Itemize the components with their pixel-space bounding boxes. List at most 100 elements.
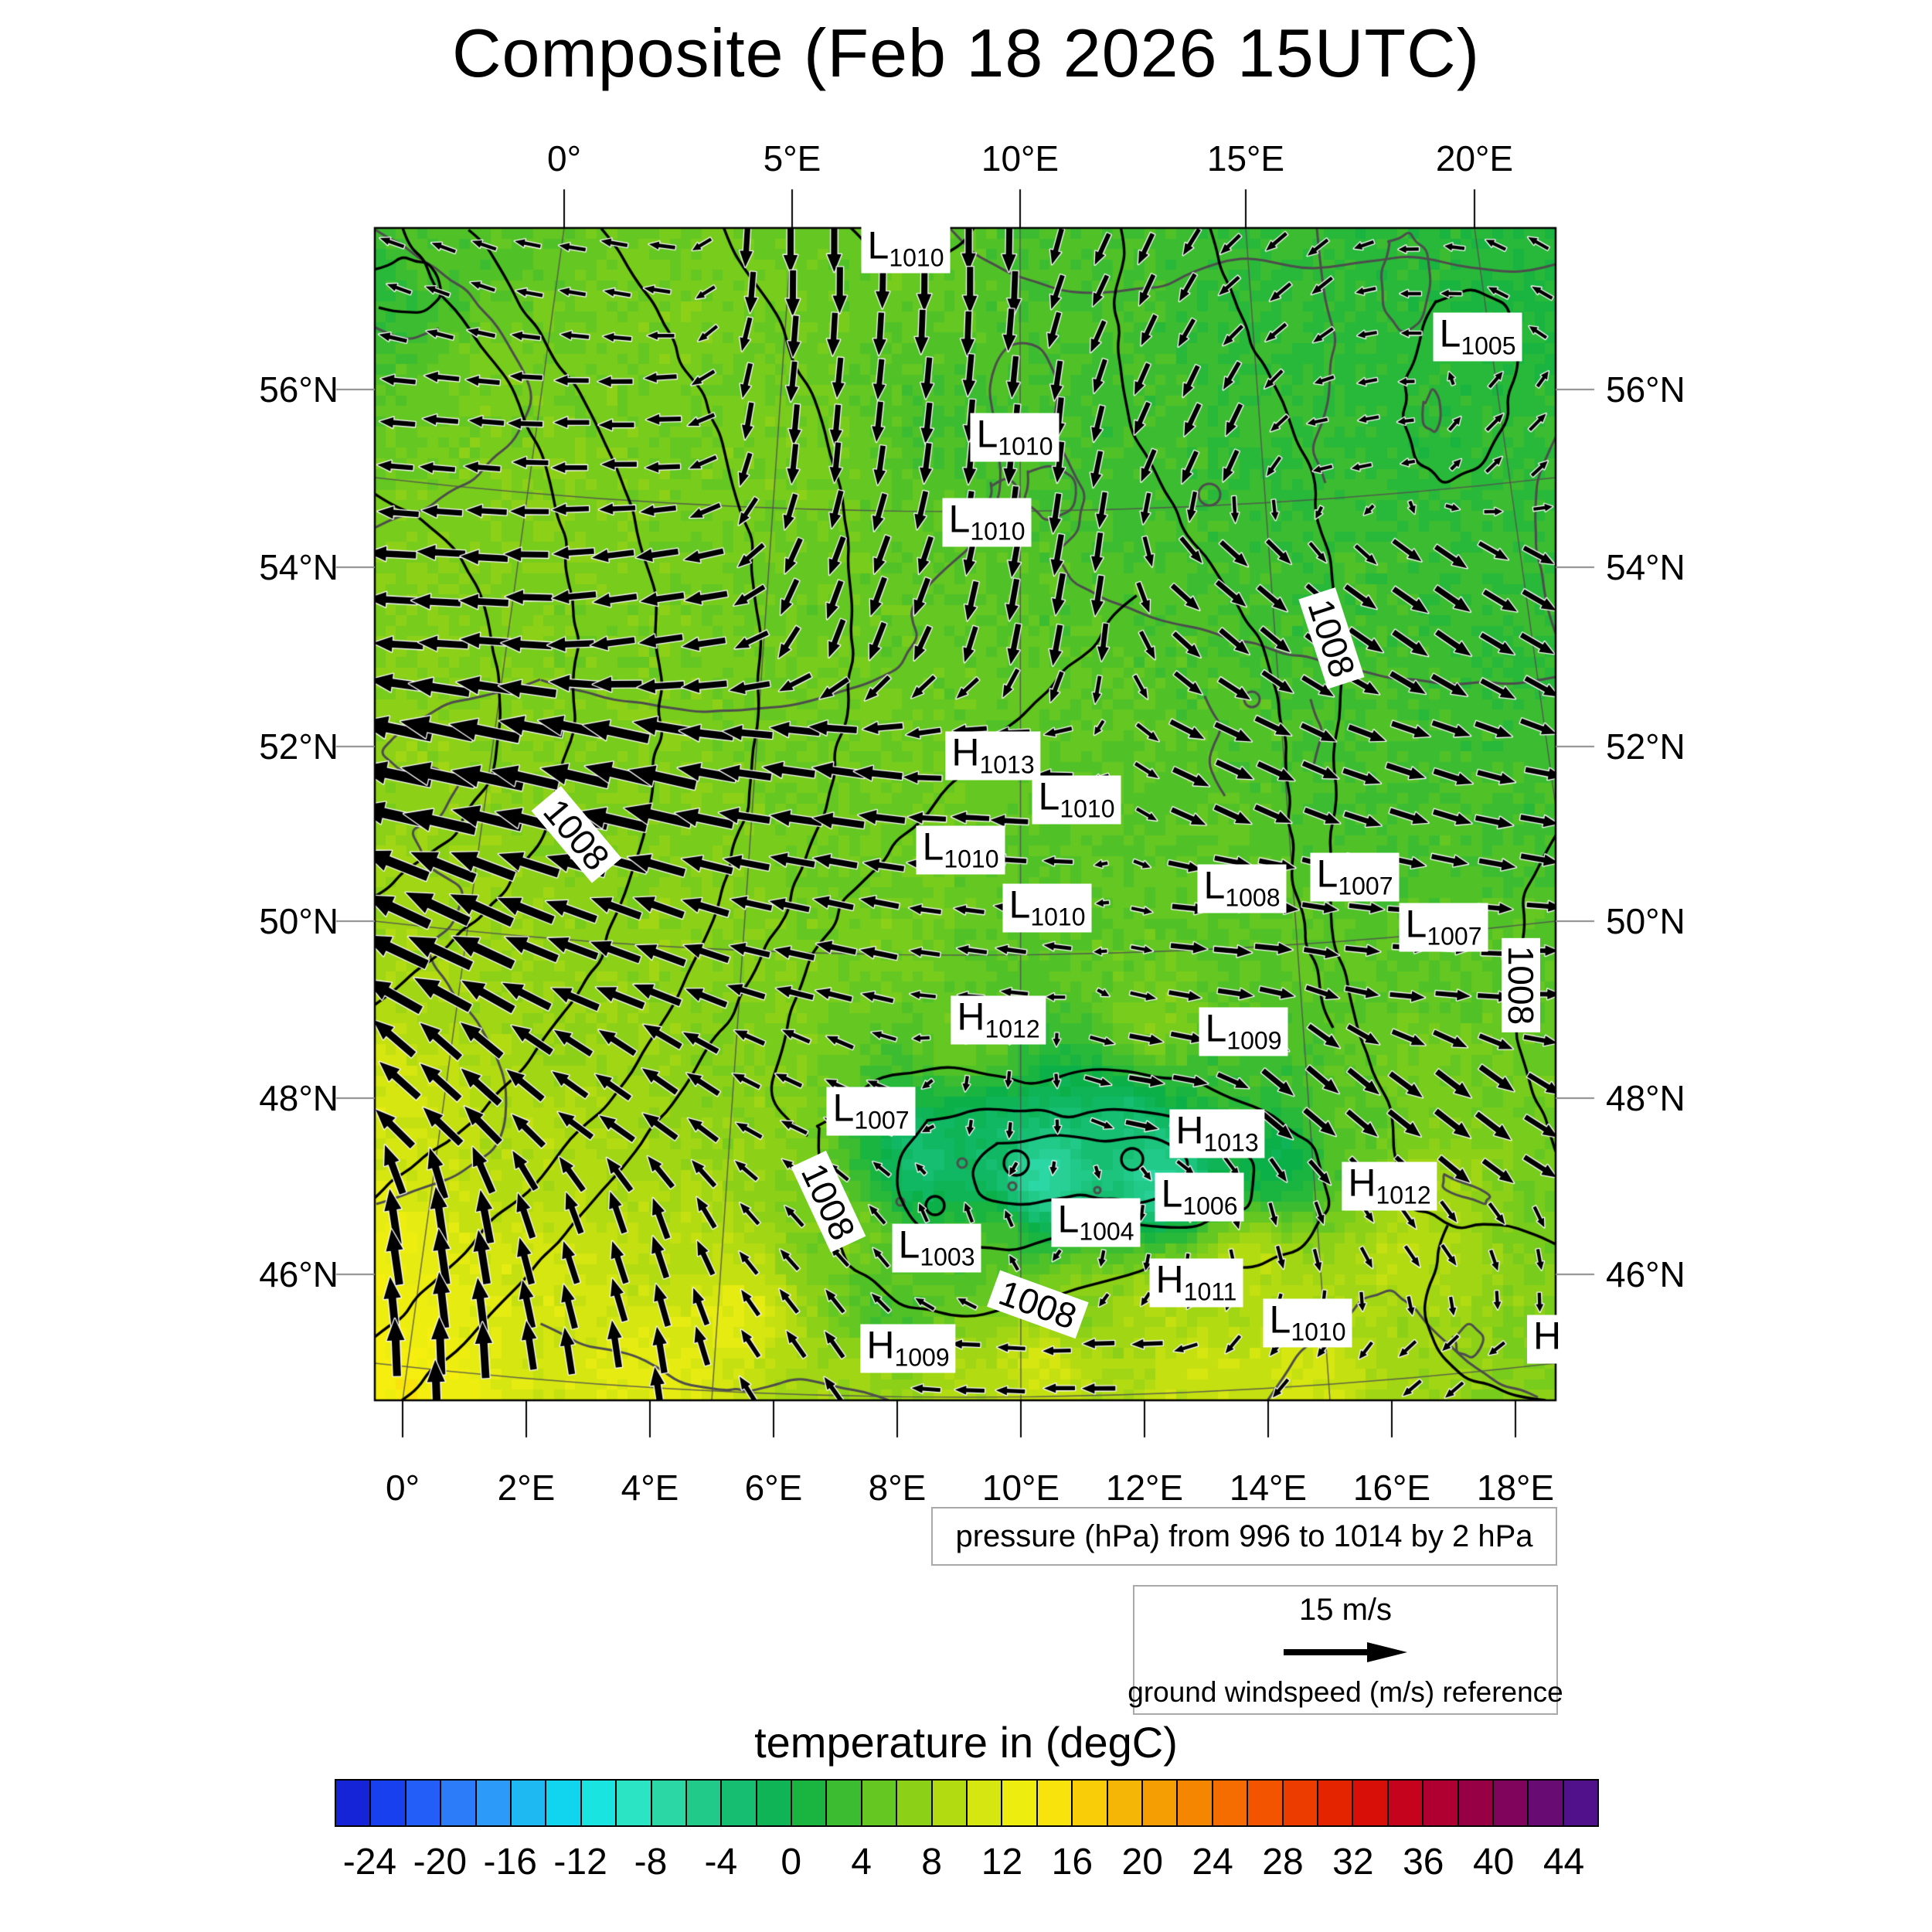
axis-tick-label-top: 0° xyxy=(547,138,581,179)
colorbar-tick-label: -4 xyxy=(704,1842,738,1883)
colorbar-tick-label: 0 xyxy=(781,1842,802,1883)
axis-tick-label-bottom: 0° xyxy=(386,1468,420,1508)
pressure-label: H1009 xyxy=(860,1324,956,1373)
colorbar-segment xyxy=(1073,1781,1108,1825)
colorbar-segment xyxy=(406,1781,442,1825)
axis-tick-label-right: 56°N xyxy=(1606,369,1685,410)
pressure-label: L1010 xyxy=(916,825,1005,875)
pressure-label: H1012 xyxy=(951,995,1046,1045)
axis-tick-label-top: 20°E xyxy=(1435,138,1514,179)
axis-tick-label-bottom: 2°E xyxy=(497,1468,556,1508)
wind-legend-speed: 15 m/s xyxy=(1298,1593,1393,1627)
colorbar-tick-label: 8 xyxy=(921,1842,942,1883)
colorbar-tick-label: -16 xyxy=(483,1842,537,1883)
wind-reference-arrow-icon xyxy=(1284,1641,1407,1662)
pressure-label: L1010 xyxy=(1002,883,1092,933)
pressure-label: H1013 xyxy=(1169,1109,1265,1158)
axis-tick-label-left: 48°N xyxy=(259,1078,338,1118)
colorbar-segment xyxy=(1002,1781,1038,1825)
colorbar-tick-label: 32 xyxy=(1332,1842,1374,1883)
pressure-label: L1007 xyxy=(1399,903,1488,952)
pressure-label: L1010 xyxy=(970,413,1060,462)
colorbar-segment xyxy=(968,1781,1003,1825)
pressure-label: L1010 xyxy=(1263,1298,1352,1348)
colorbar-segment xyxy=(651,1781,687,1825)
axis-tick-label-right: 52°N xyxy=(1606,726,1685,767)
colorbar-tick-label: 44 xyxy=(1543,1842,1585,1883)
pressure-label: H1011 xyxy=(1149,1258,1243,1308)
colorbar-segment xyxy=(336,1781,372,1825)
colorbar-segment xyxy=(476,1781,512,1825)
colorbar-tick-label: 40 xyxy=(1472,1842,1515,1883)
colorbar-segment xyxy=(686,1781,723,1825)
colorbar-segment xyxy=(511,1781,547,1825)
colorbar-segment xyxy=(1353,1781,1389,1825)
colorbar-segment xyxy=(371,1781,406,1825)
axis-tick-label-left: 50°N xyxy=(259,901,338,941)
temperature-colorbar xyxy=(335,1779,1599,1827)
colorbar-segment xyxy=(1563,1781,1598,1825)
axis-tick-label-bottom: 18°E xyxy=(1476,1468,1555,1508)
axis-tick-label-right: 54°N xyxy=(1606,547,1685,587)
pressure-label: L1003 xyxy=(892,1223,981,1273)
colorbar-segment xyxy=(757,1781,793,1825)
colorbar-segment xyxy=(441,1781,477,1825)
colorbar-segment xyxy=(1142,1781,1179,1825)
colorbar-segment xyxy=(1529,1781,1564,1825)
colorbar-tick-label: -8 xyxy=(634,1842,668,1883)
pressure-label: L1005 xyxy=(1433,312,1522,362)
axis-tick-label-left: 52°N xyxy=(259,726,338,767)
colorbar-segment xyxy=(1107,1781,1143,1825)
axis-tick-label-left: 46°N xyxy=(259,1254,338,1294)
colorbar-tick-label: -20 xyxy=(413,1842,468,1883)
pressure-label: L1007 xyxy=(1310,852,1400,902)
axis-tick-label-right: 50°N xyxy=(1606,901,1685,941)
colorbar-tick-label: 20 xyxy=(1121,1842,1163,1883)
pressure-label: L1006 xyxy=(1155,1172,1244,1222)
axis-tick-label-bottom: 14°E xyxy=(1229,1468,1308,1508)
axis-tick-label-top: 5°E xyxy=(763,138,821,179)
axis-tick-label-bottom: 16°E xyxy=(1352,1468,1431,1508)
pressure-label: L1010 xyxy=(1032,775,1121,825)
colorbar-segment xyxy=(1388,1781,1424,1825)
colorbar-segment xyxy=(1283,1781,1318,1825)
axis-tick-label-bottom: 6°E xyxy=(744,1468,803,1508)
colorbar-segment xyxy=(1318,1781,1354,1825)
axis-tick-label-bottom: 4°E xyxy=(621,1468,679,1508)
colorbar-tick-label: 28 xyxy=(1262,1842,1304,1883)
axis-tick-label-bottom: 10°E xyxy=(981,1468,1060,1508)
colorbar-segment xyxy=(862,1781,898,1825)
colorbar-segment xyxy=(792,1781,828,1825)
wind-legend-reference: ground windspeed (m/s) reference xyxy=(1128,1676,1563,1708)
axis-tick-label-top: 10°E xyxy=(981,138,1060,179)
axis-tick-label-right: 46°N xyxy=(1606,1254,1685,1294)
colorbar-segment xyxy=(1213,1781,1249,1825)
colorbar-segment xyxy=(932,1781,968,1825)
colorbar-segment xyxy=(897,1781,933,1825)
colorbar-tick-label: 36 xyxy=(1403,1842,1444,1883)
axis-tick-label-bottom: 8°E xyxy=(868,1468,927,1508)
pressure-label: L1010 xyxy=(861,224,951,274)
colorbar-segment xyxy=(827,1781,862,1825)
pressure-label: H1012 xyxy=(1342,1162,1437,1211)
colorbar-segment xyxy=(722,1781,757,1825)
colorbar-segment xyxy=(1423,1781,1459,1825)
colorbar-tick-label: -12 xyxy=(553,1842,607,1883)
colorbar-tick-label: -24 xyxy=(342,1842,397,1883)
colorbar-segment xyxy=(1178,1781,1213,1825)
pressure-label: L1009 xyxy=(1199,1007,1288,1056)
pressure-caption-text: pressure (hPa) from 996 to 1014 by 2 hPa xyxy=(955,1519,1533,1553)
pressure-label: L1010 xyxy=(942,498,1032,547)
axis-tick-label-left: 54°N xyxy=(259,547,338,587)
colorbar-tick-label: 16 xyxy=(1051,1842,1094,1883)
colorbar-segment xyxy=(617,1781,652,1825)
pressure-label: L1007 xyxy=(826,1087,916,1136)
colorbar-tick-label: 4 xyxy=(851,1842,872,1883)
colorbar-title: temperature in (degC) xyxy=(754,1718,1178,1767)
colorbar-segment xyxy=(1458,1781,1494,1825)
pressure-label: L1008 xyxy=(1197,864,1287,913)
wind-legend-box: 15 m/s ground windspeed (m/s) reference xyxy=(1128,1585,1563,1715)
axis-tick-label-bottom: 12°E xyxy=(1105,1468,1184,1508)
pressure-label: H xyxy=(1526,1315,1568,1364)
